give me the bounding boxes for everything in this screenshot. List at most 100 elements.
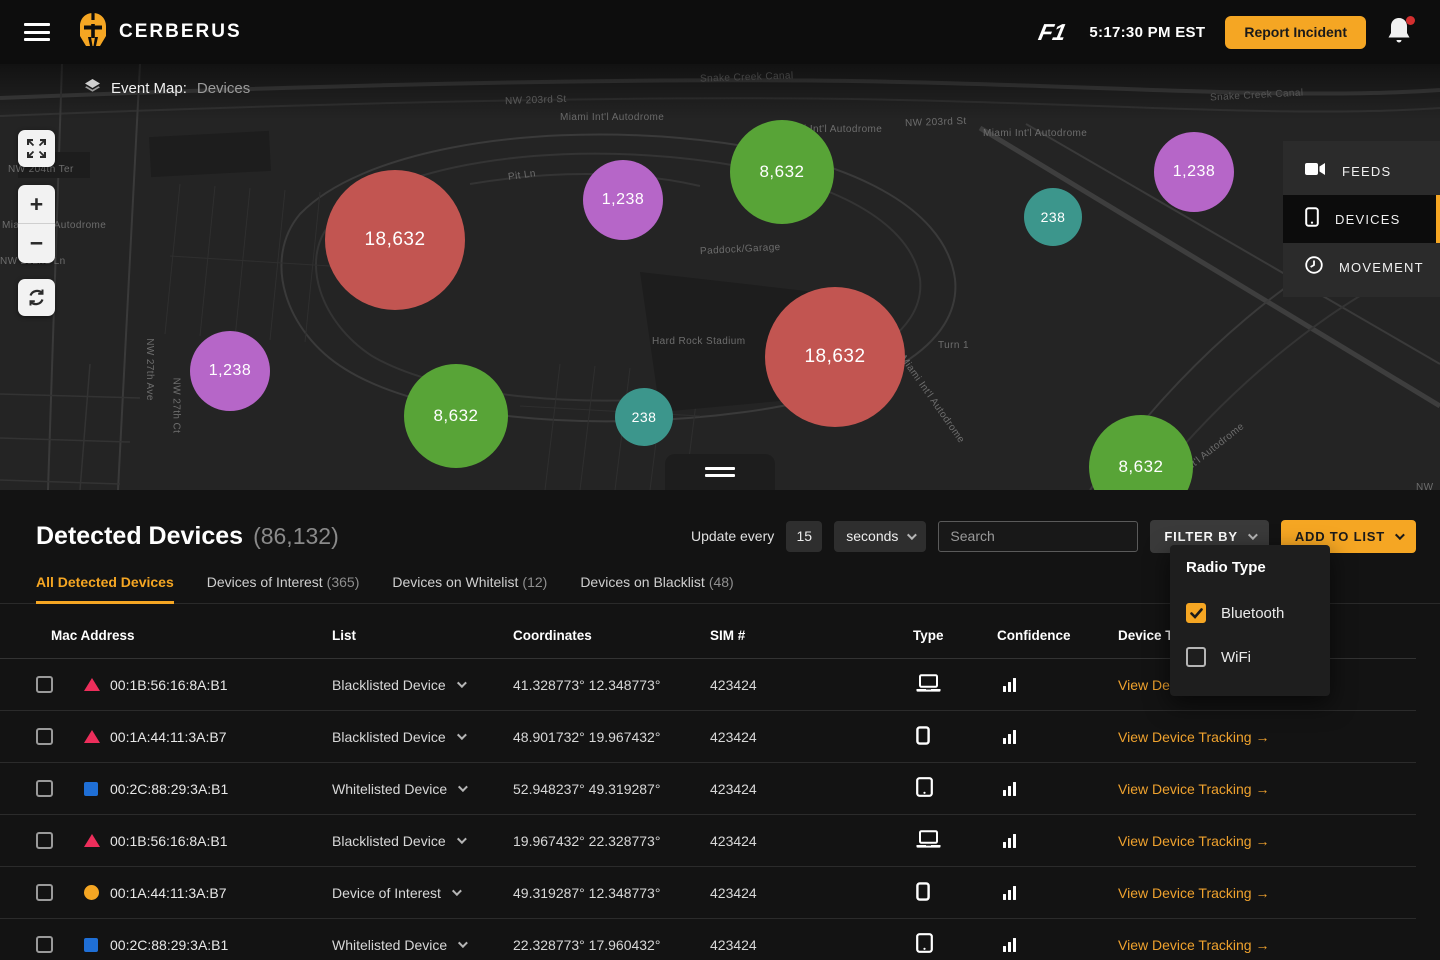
video-camera-icon	[1305, 162, 1326, 181]
triangle-marker-icon	[84, 730, 100, 743]
row-checkbox[interactable]	[36, 832, 53, 849]
fullscreen-button[interactable]	[18, 130, 55, 167]
filter-option-wifi[interactable]: WiFi	[1170, 636, 1330, 678]
chevron-down-icon	[458, 938, 469, 949]
list-select[interactable]: Blacklisted Device	[332, 677, 513, 693]
map-menu-item-devices[interactable]: DEVICES	[1283, 195, 1440, 243]
update-every-label: Update every	[690, 528, 775, 544]
panel-count: (86,132)	[253, 522, 339, 549]
menu-item-label: FEEDS	[1342, 163, 1392, 179]
mac-address: 00:2C:88:29:3A:B1	[110, 780, 229, 797]
map-cluster-bubble[interactable]: 1,238	[1154, 132, 1234, 212]
row-checkbox[interactable]	[36, 676, 53, 693]
chevron-down-icon	[458, 782, 469, 793]
triangle-marker-icon	[84, 678, 100, 691]
map-menu-item-movement[interactable]: MOVEMENT	[1283, 243, 1440, 291]
menu-icon[interactable]	[24, 23, 50, 41]
filter-heading: Radio Type	[1186, 559, 1266, 576]
update-interval-input[interactable]	[786, 520, 823, 552]
sim-number: 423424	[710, 936, 757, 953]
panel-drag-handle[interactable]	[665, 454, 775, 490]
tab-devices-on-blacklist[interactable]: Devices on Blacklist (48)	[580, 574, 734, 590]
row-checkbox[interactable]	[36, 780, 53, 797]
row-checkbox[interactable]	[36, 728, 53, 745]
view-device-tracking-link[interactable]: View Device Tracking →	[1118, 780, 1270, 797]
map-cluster-bubble[interactable]: 8,632	[730, 120, 834, 224]
chevron-down-icon	[456, 678, 467, 689]
map-cluster-bubble[interactable]: 1,238	[583, 160, 663, 240]
tab-devices-on-whitelist[interactable]: Devices on Whitelist (12)	[392, 574, 548, 590]
signal-bars-icon	[997, 833, 1118, 848]
chevron-down-icon	[1394, 529, 1405, 540]
phone-icon	[913, 881, 997, 904]
checked-checkbox[interactable]	[1186, 603, 1206, 623]
list-select[interactable]: Whitelisted Device	[332, 937, 513, 953]
signal-bars-icon	[997, 885, 1118, 900]
row-checkbox[interactable]	[36, 936, 53, 953]
street-label: NW 204th Ter	[8, 164, 74, 175]
sim-number: 423424	[710, 780, 757, 797]
view-device-tracking-link[interactable]: View Device Tracking →	[1118, 832, 1270, 849]
chevron-down-icon	[456, 730, 467, 741]
tablet-icon	[913, 777, 997, 800]
update-unit-select[interactable]: seconds	[834, 520, 927, 552]
map-cluster-bubble[interactable]: 238	[1024, 188, 1082, 246]
menu-item-label: DEVICES	[1335, 211, 1401, 227]
detected-devices-panel: Detected Devices (86,132) Update every s…	[0, 490, 1440, 960]
list-select[interactable]: Whitelisted Device	[332, 781, 513, 797]
map-cluster-bubble[interactable]: 1,238	[190, 331, 270, 411]
filter-option-bluetooth[interactable]: Bluetooth	[1170, 592, 1330, 634]
brand-name: CERBERUS	[119, 21, 242, 42]
map-cluster-bubble[interactable]: 8,632	[1089, 415, 1193, 490]
list-select[interactable]: Blacklisted Device	[332, 833, 513, 849]
col-coordinates: Coordinates	[513, 628, 592, 643]
coordinates: 19.967432° 22.328773°	[513, 832, 661, 849]
square-marker-icon	[84, 781, 98, 796]
map-title: Event Map: Devices	[84, 78, 250, 99]
unchecked-checkbox[interactable]	[1186, 647, 1206, 667]
view-device-tracking-link[interactable]: View Device Tracking →	[1118, 936, 1270, 953]
notifications-bell-icon[interactable]	[1386, 16, 1416, 48]
sim-number: 423424	[710, 884, 757, 901]
view-device-tracking-link[interactable]: View Device Tracking →	[1118, 884, 1270, 901]
smartphone-icon	[1305, 206, 1319, 232]
sim-number: 423424	[710, 728, 757, 745]
table-row: 00:1A:44:11:3A:B7 Device of Interest 49.31…	[0, 867, 1416, 919]
refresh-map-button[interactable]	[18, 279, 55, 316]
zoom-in-button[interactable]: +	[18, 185, 55, 224]
tablet-icon	[913, 933, 997, 956]
map-title-suffix: Devices	[196, 80, 251, 97]
view-device-tracking-link[interactable]: View Device Tracking →	[1118, 728, 1270, 745]
filter-option-label: WiFi	[1221, 648, 1251, 666]
mac-address: 00:1B:56:16:8A:B1	[110, 676, 228, 693]
event-map[interactable]: Snake Creek Canal Snake Creek Canal NW 203…	[0, 64, 1440, 490]
map-cluster-bubble[interactable]: 8,632	[404, 364, 508, 468]
device-tabs: All Detected Devices Devices of Interest(…	[0, 574, 1440, 604]
list-select[interactable]: Blacklisted Device	[332, 729, 513, 745]
laptop-icon	[913, 674, 997, 695]
coordinates: 41.328773° 12.348773°	[513, 676, 661, 693]
col-type: Type	[913, 628, 944, 643]
tab-devices-of-interest[interactable]: Devices of Interest (365)	[206, 574, 360, 590]
map-roads	[0, 64, 1440, 490]
street-label: NW 203rd St	[904, 115, 967, 130]
layers-icon	[84, 78, 101, 99]
add-to-list-button[interactable]: ADD TO LIST	[1280, 519, 1416, 553]
brand: CERBERUS	[78, 11, 242, 53]
map-menu-item-feeds[interactable]: FEEDS	[1283, 147, 1440, 195]
chevron-down-icon	[1247, 529, 1258, 540]
street-label: Miami Int'l Autodrome	[983, 128, 1088, 139]
tab-all-detected-devices[interactable]: All Detected Devices	[36, 574, 174, 604]
map-cluster-bubble[interactable]: 238	[615, 388, 673, 446]
map-cluster-bubble[interactable]: 18,632	[765, 287, 905, 427]
map-cluster-bubble[interactable]: 18,632	[325, 170, 465, 310]
list-select[interactable]: Device of Interest	[332, 885, 513, 901]
zoom-out-button[interactable]: −	[29, 230, 44, 256]
sim-number: 423424	[710, 832, 757, 849]
table-row: 00:1B:56:16:8A:B1 Blacklisted Device 19.96…	[0, 815, 1416, 867]
report-incident-button[interactable]: Report Incident	[1225, 15, 1366, 49]
row-checkbox[interactable]	[36, 884, 53, 901]
coordinates: 52.948237° 49.319287°	[513, 780, 661, 797]
search-input[interactable]	[938, 520, 1139, 552]
table-row: 00:2C:88:29:3A:B1 Whitelisted Device 22.32…	[0, 919, 1416, 960]
